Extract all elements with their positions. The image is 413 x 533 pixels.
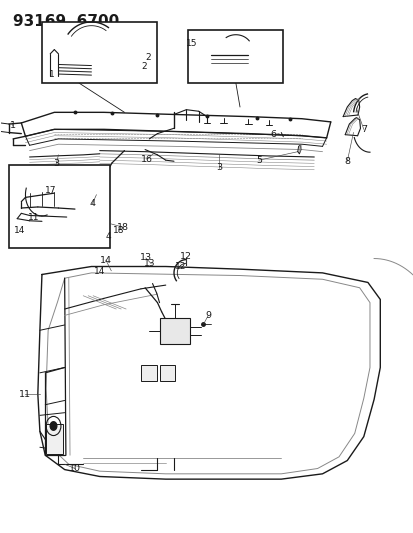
Bar bbox=[188, 30, 282, 83]
Text: 2: 2 bbox=[145, 53, 151, 62]
Bar bbox=[159, 365, 175, 381]
Text: 1: 1 bbox=[10, 121, 16, 130]
Text: 3: 3 bbox=[53, 159, 59, 168]
Text: 12: 12 bbox=[180, 253, 192, 261]
Text: 12: 12 bbox=[174, 262, 185, 271]
Text: 18: 18 bbox=[116, 223, 128, 232]
Text: 3: 3 bbox=[216, 163, 222, 172]
Text: 5: 5 bbox=[255, 156, 261, 165]
Text: 14: 14 bbox=[100, 256, 112, 264]
Text: 14: 14 bbox=[14, 227, 25, 236]
Text: 13: 13 bbox=[143, 260, 154, 268]
Text: 17: 17 bbox=[44, 186, 56, 195]
Text: 7: 7 bbox=[360, 125, 366, 134]
Bar bbox=[159, 318, 190, 344]
Text: 4: 4 bbox=[105, 232, 111, 241]
Text: 16: 16 bbox=[141, 155, 153, 164]
Text: 8: 8 bbox=[344, 157, 349, 166]
Bar bbox=[9, 165, 110, 248]
Text: 10: 10 bbox=[69, 464, 81, 473]
Bar bbox=[46, 424, 63, 454]
Text: 11: 11 bbox=[19, 390, 31, 399]
Text: 15: 15 bbox=[185, 39, 197, 48]
Text: 14: 14 bbox=[94, 268, 105, 276]
Text: 11: 11 bbox=[28, 213, 39, 222]
Text: 18: 18 bbox=[112, 227, 124, 236]
Text: 2: 2 bbox=[141, 62, 147, 70]
Circle shape bbox=[50, 422, 57, 430]
Text: 1: 1 bbox=[49, 70, 55, 78]
Text: 4: 4 bbox=[89, 199, 95, 208]
Text: 9: 9 bbox=[205, 311, 211, 320]
Bar bbox=[42, 22, 157, 83]
Text: 13: 13 bbox=[140, 254, 152, 262]
Text: 93169  6700: 93169 6700 bbox=[13, 14, 119, 29]
Bar bbox=[141, 365, 156, 381]
Text: 6: 6 bbox=[269, 130, 275, 139]
